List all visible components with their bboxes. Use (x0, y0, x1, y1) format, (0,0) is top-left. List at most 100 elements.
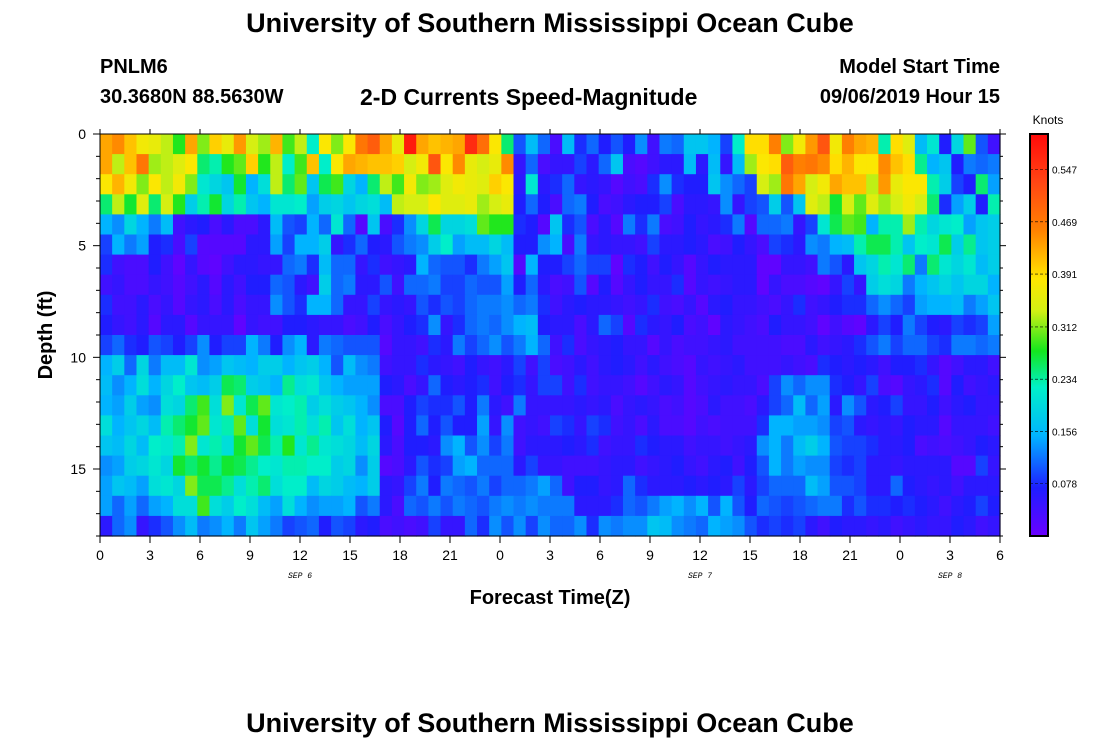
heatmap-cell (671, 375, 685, 396)
heatmap-cell (659, 395, 673, 416)
heatmap-cell (841, 154, 855, 175)
heatmap-cell (136, 134, 150, 155)
heatmap-cell (793, 455, 806, 477)
y-tick-label: 5 (78, 238, 86, 254)
heatmap-cell (428, 495, 442, 517)
heatmap-cell (452, 335, 466, 356)
heatmap-cell (866, 274, 879, 296)
heatmap-cell (124, 355, 138, 376)
heatmap-cell (550, 435, 563, 457)
heatmap-cell (939, 395, 952, 416)
station-coordinates: 30.3680N 88.5630W (100, 86, 284, 108)
heatmap-cell (914, 415, 928, 437)
heatmap-cell (939, 174, 952, 195)
heatmap-cell (902, 254, 916, 276)
heatmap-cell (671, 355, 685, 376)
heatmap-cell (622, 515, 636, 537)
heatmap-cell (550, 335, 563, 356)
heatmap-cell (841, 475, 855, 497)
heatmap-cell (768, 435, 782, 457)
heatmap-cell (927, 435, 940, 457)
heatmap-cell (878, 455, 892, 477)
heatmap-cell (112, 234, 125, 256)
heatmap-cell (914, 475, 928, 497)
heatmap-cell (647, 375, 661, 396)
heatmap-cell (635, 495, 648, 517)
model-start-value: 09/06/2019 Hour 15 (819, 86, 1000, 108)
heatmap-cell (452, 214, 466, 236)
heatmap-cell (331, 174, 344, 195)
heatmap-cell (440, 154, 454, 175)
heatmap-cell (854, 395, 867, 416)
heatmap-cell (939, 455, 952, 477)
heatmap-cell (610, 274, 624, 296)
heatmap-cell (343, 455, 356, 477)
heatmap-cell (452, 455, 466, 477)
heatmap-cell (793, 154, 806, 175)
heatmap-cell (391, 174, 405, 195)
heatmap-cell (598, 475, 612, 497)
heatmap-cell (720, 375, 734, 396)
heatmap-cell (197, 455, 211, 477)
heatmap-cell (160, 335, 174, 356)
heatmap-cell (404, 134, 417, 155)
heatmap-cell (914, 335, 928, 356)
heatmap-cell (209, 415, 223, 437)
heatmap-cell (683, 214, 697, 236)
heatmap-cell (306, 515, 320, 537)
heatmap-cell (245, 294, 259, 316)
heatmap-cell (562, 435, 575, 457)
heatmap-cell (282, 335, 296, 356)
heatmap-cell (124, 254, 138, 276)
heatmap-cell (525, 415, 539, 437)
heatmap-cell (452, 475, 466, 497)
heatmap-cell (282, 415, 296, 437)
heatmap-cell (172, 294, 186, 316)
heatmap-cell (221, 294, 235, 316)
heatmap-cell (100, 515, 113, 537)
heatmap-cell (379, 174, 393, 195)
heatmap-cell (635, 415, 648, 437)
heatmap-cell (464, 355, 478, 376)
heatmap-cell (221, 314, 235, 336)
heatmap-cell (975, 314, 989, 336)
heatmap-cell (404, 274, 417, 296)
heatmap-cell (562, 174, 575, 195)
heatmap-cell (598, 234, 612, 256)
heatmap-cell (878, 314, 892, 336)
heatmap-cell (221, 375, 235, 396)
heatmap-cell (221, 194, 235, 215)
heatmap-cell (501, 415, 515, 437)
heatmap-cell (245, 234, 259, 256)
heatmap-cell (550, 515, 563, 537)
heatmap-cell (768, 455, 782, 477)
heatmap-cell (525, 355, 539, 376)
heatmap-cell (890, 435, 904, 457)
heatmap-cell (683, 395, 697, 416)
heatmap-cell (294, 134, 308, 155)
heatmap-cell (258, 455, 271, 477)
heatmap-cell (379, 274, 393, 296)
heatmap-cell (270, 435, 284, 457)
heatmap-cell (939, 214, 952, 236)
x-tick-label: 3 (546, 547, 554, 563)
heatmap-cell (841, 455, 855, 477)
heatmap-cell (185, 314, 198, 336)
heatmap-cell (404, 314, 417, 336)
heatmap-cell (598, 395, 612, 416)
heatmap-cell (221, 214, 235, 236)
heatmap-cell (367, 515, 381, 537)
heatmap-cell (245, 375, 259, 396)
heatmap-cell (331, 495, 344, 517)
heatmap-cell (294, 294, 308, 316)
heatmap-cell (464, 375, 478, 396)
heatmap-cell (525, 214, 539, 236)
heatmap-cell (160, 174, 174, 195)
heatmap-cell (452, 294, 466, 316)
heatmap-cell (695, 174, 709, 195)
heatmap-cell (355, 214, 369, 236)
heatmap-cell (720, 475, 734, 497)
heatmap-cell (586, 254, 600, 276)
x-tick-label: 9 (246, 547, 254, 563)
heatmap-cell (160, 475, 174, 497)
